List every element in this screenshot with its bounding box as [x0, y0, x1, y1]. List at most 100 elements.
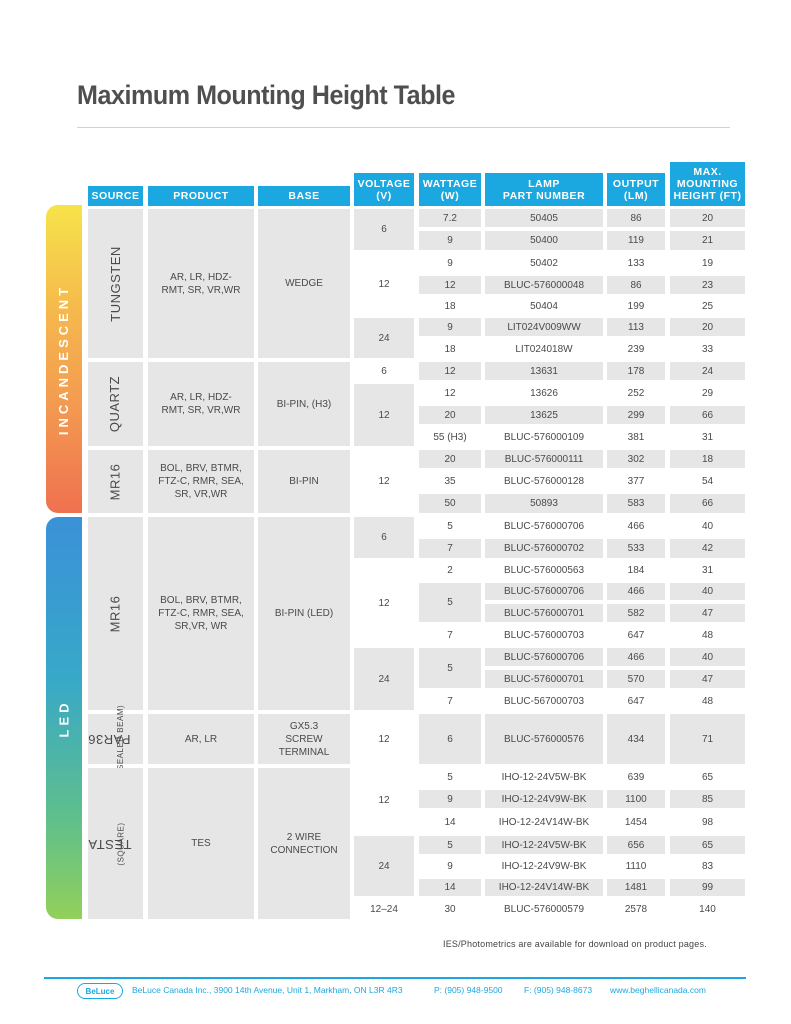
voltage-cell: 12 [354, 384, 414, 446]
output-lumens: 466 [627, 520, 645, 532]
wattage-cell: 35 [444, 475, 456, 487]
max-mounting-height: 99 [670, 879, 745, 896]
lamp-part-number: BLUC-576000048 [485, 276, 603, 294]
wattage-cell: 9 [447, 257, 453, 269]
max-mounting-height: 31 [701, 431, 714, 443]
voltage-cell: 24 [354, 648, 414, 710]
product-mr16-incandescent: BOL, BRV, BTMR, FTZ-C, RMR, SEA, SR, VR,… [148, 450, 254, 513]
output-lumens: 302 [607, 450, 665, 468]
voltage-cell: 12 [378, 794, 390, 806]
lamp-part-number: IHO-12-24V9W-BK [501, 861, 587, 872]
max-mounting-height: 42 [670, 539, 745, 558]
max-mounting-height: 19 [701, 257, 714, 269]
max-mounting-height: 71 [670, 714, 745, 764]
voltage-cell: 12 [378, 278, 390, 290]
source-testa-label: TESTA (SQUARE) [87, 821, 132, 866]
lamp-part-number: 13631 [485, 362, 603, 380]
wattage-cell: 5 [419, 836, 481, 854]
source-tungsten [88, 209, 143, 358]
output-lumens: 570 [607, 670, 665, 688]
lamp-part-number: 13626 [530, 387, 558, 399]
output-lumens: 377 [627, 475, 645, 487]
lamp-part-number: IHO-12-24V5W-BK [485, 836, 603, 854]
source-mr16-led-label: MR16 [107, 595, 123, 632]
voltage-cell: 24 [354, 836, 414, 896]
max-mounting-height: 98 [701, 816, 714, 828]
max-mounting-height: 31 [701, 565, 714, 576]
header-source: SOURCE [88, 186, 143, 206]
lamp-part-number: 50405 [485, 209, 603, 227]
max-mounting-height: 140 [699, 904, 716, 915]
wattage-cell: 9 [419, 231, 481, 250]
lamp-part-number: BLUC-567000703 [503, 695, 585, 707]
wattage-cell: 12 [444, 387, 456, 399]
product-tungsten: AR, LR, HDZ-RMT, SR, VR,WR [148, 209, 254, 358]
max-mounting-height: 85 [670, 790, 745, 808]
max-mounting-height: 21 [670, 231, 745, 250]
base-tungsten: WEDGE [258, 209, 350, 358]
wattage-cell: 20 [419, 450, 481, 468]
output-lumens: 656 [607, 836, 665, 854]
voltage-cell: 12 [378, 476, 390, 487]
max-mounting-height: 65 [670, 836, 745, 854]
wattage-cell: 18 [444, 343, 456, 355]
lamp-part-number: BLUC-576000706 [503, 520, 585, 532]
product-quartz: AR, LR, HDZ-RMT, SR, VR,WR [148, 362, 254, 446]
lamp-part-number: 50893 [485, 494, 603, 513]
lamp-part-number: BLUC-576000703 [503, 629, 585, 641]
lamp-part-number: BLUC-576000576 [485, 714, 603, 764]
max-mounting-height: 18 [670, 450, 745, 468]
base-quartz: BI-PIN, (H3) [258, 362, 350, 446]
max-mounting-height: 20 [670, 318, 745, 336]
wattage-cell: 12 [419, 276, 481, 294]
max-mounting-height: 48 [701, 695, 714, 707]
max-mounting-height: 40 [670, 648, 745, 666]
output-lumens: 582 [607, 604, 665, 622]
max-mounting-height: 33 [701, 343, 714, 355]
lamp-part-number: BLUC-576000563 [503, 565, 585, 576]
lamp-part-number: BLUC-576000579 [503, 904, 585, 915]
output-lumens: 252 [627, 387, 645, 399]
header-lamp: LAMP PART NUMBER [485, 173, 603, 206]
header-height: MAX. MOUNTING HEIGHT (FT) [670, 162, 745, 206]
max-mounting-height: 20 [670, 209, 745, 227]
source-mr16-incandescent-label: MR16 [107, 463, 123, 500]
output-lumens: 533 [607, 539, 665, 558]
output-lumens: 199 [627, 300, 645, 312]
voltage-cell: 12–24 [370, 904, 398, 915]
source-testa [88, 768, 143, 919]
output-lumens: 133 [627, 257, 645, 269]
wattage-cell: 20 [419, 406, 481, 424]
max-mounting-height: 83 [701, 861, 714, 872]
lamp-part-number: BLUC-576000701 [485, 670, 603, 688]
output-lumens: 113 [607, 318, 665, 336]
output-lumens: 639 [627, 771, 645, 783]
product-par36: AR, LR [148, 714, 254, 764]
lamp-part-number: BLUC-576000109 [503, 431, 585, 443]
output-lumens: 466 [607, 583, 665, 600]
voltage-cell: 6 [354, 517, 414, 558]
source-mr16-led [88, 517, 143, 710]
lamp-part-number: BLUC-576000706 [485, 583, 603, 600]
output-lumens: 1454 [624, 816, 648, 828]
wattage-merged: 7 [447, 629, 453, 641]
output-lumens: 2578 [624, 904, 648, 915]
voltage-cell: 6 [354, 209, 414, 250]
brand-logo: BeLuce [77, 983, 123, 999]
output-lumens: 647 [627, 695, 645, 707]
wattage-merged: 5 [419, 648, 481, 688]
max-mounting-height: 66 [670, 494, 745, 513]
lamp-part-number: BLUC-576000701 [485, 604, 603, 622]
footer-fax: F: (905) 948-8673 [524, 985, 593, 995]
product-testa: TES [148, 768, 254, 919]
wattage-cell: 12 [419, 362, 481, 380]
output-lumens: 119 [607, 231, 665, 250]
max-mounting-height: 23 [670, 276, 745, 294]
max-mounting-height: 48 [701, 629, 714, 641]
footer-web[interactable]: www.beghellicanada.com [610, 985, 706, 995]
lamp-part-number: LIT024018W [515, 343, 573, 355]
max-mounting-height: 40 [670, 583, 745, 600]
wattage-cell: 14 [419, 879, 481, 896]
wattage-cell: 7.2 [419, 209, 481, 227]
lamp-part-number: LIT024V009WW [485, 318, 603, 336]
